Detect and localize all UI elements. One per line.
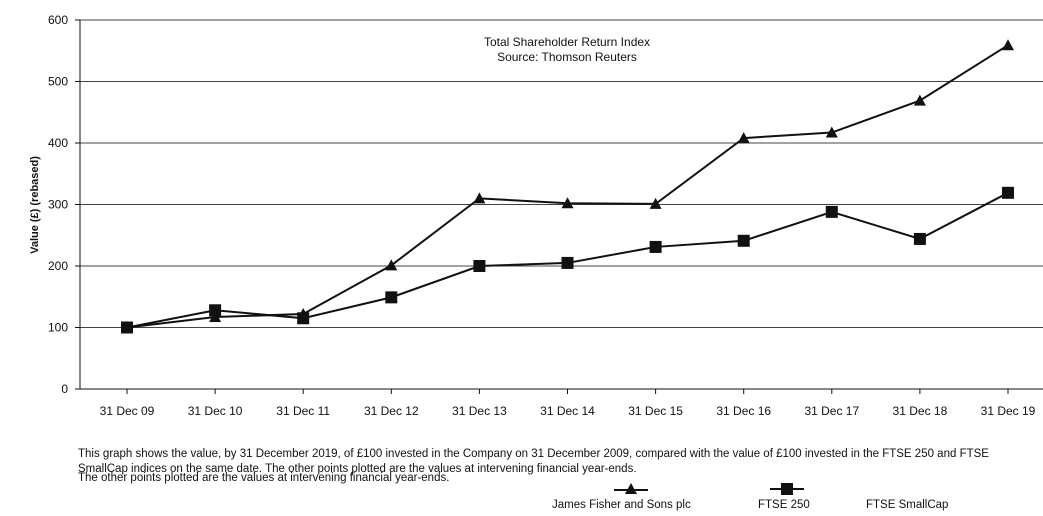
legend-label-ftse250: FTSE 250 bbox=[758, 499, 810, 511]
triangle-marker-icon bbox=[614, 483, 648, 494]
x-tick-label: 31 Dec 12 bbox=[364, 404, 419, 418]
data-point-square bbox=[561, 256, 574, 269]
series-group bbox=[121, 39, 1014, 334]
x-tick-label: 31 Dec 14 bbox=[540, 404, 595, 418]
data-point-square bbox=[473, 260, 486, 272]
data-point-triangle bbox=[385, 259, 398, 271]
legend-label-james-fisher: James Fisher and Sons plc bbox=[552, 499, 691, 511]
axes bbox=[75, 19, 1043, 394]
x-tick-label: 31 Dec 16 bbox=[716, 404, 771, 418]
data-point-square bbox=[209, 304, 222, 317]
square-marker-icon bbox=[770, 483, 804, 495]
data-point-square bbox=[121, 321, 133, 334]
data-point-square bbox=[1002, 186, 1014, 199]
data-point-triangle bbox=[737, 132, 750, 144]
x-tick-labels: 31 Dec 09 31 Dec 10 31 Dec 11 31 Dec 12 31 D… bbox=[100, 404, 1036, 418]
data-point-square bbox=[825, 205, 838, 218]
y-tick-label: 0 bbox=[61, 382, 68, 396]
data-point-square bbox=[297, 312, 310, 325]
data-point-triangle bbox=[913, 94, 926, 106]
data-point-square bbox=[913, 232, 926, 245]
data-point-triangle bbox=[473, 192, 486, 204]
x-tick-label: 31 Dec 09 bbox=[100, 404, 155, 418]
x-tick-label: 31 Dec 13 bbox=[452, 404, 507, 418]
series-line bbox=[126, 44, 1009, 329]
chart-description: This graph shows the value, by 31 Decemb… bbox=[78, 448, 989, 475]
data-point-square bbox=[737, 234, 750, 247]
data-point-triangle bbox=[209, 311, 222, 323]
x-tick-label: 31 Dec 17 bbox=[804, 404, 859, 418]
y-tick-label: 600 bbox=[48, 13, 68, 27]
x-tick-label: 31 Dec 10 bbox=[188, 404, 243, 418]
x-tick-label: 31 Dec 11 bbox=[276, 404, 330, 418]
x-tick-label: 31 Dec 15 bbox=[628, 404, 683, 418]
x-tick-label: 31 Dec 18 bbox=[893, 404, 948, 418]
chart-title: Total Shareholder Return Index bbox=[484, 35, 650, 49]
gridlines bbox=[80, 19, 1043, 328]
y-tick-label: 500 bbox=[48, 75, 68, 89]
series-james-fisher bbox=[121, 39, 1014, 333]
series-ftse250 bbox=[121, 186, 1014, 334]
data-point-square bbox=[649, 240, 662, 253]
data-point-triangle bbox=[649, 197, 662, 209]
chart-note: The other points plotted are the values … bbox=[78, 472, 450, 484]
y-tick-label: 200 bbox=[48, 259, 68, 273]
y-tick-labels: 0 100 200 300 400 500 600 bbox=[48, 13, 68, 396]
data-point-triangle bbox=[1002, 39, 1014, 51]
y-tick-label: 100 bbox=[48, 321, 68, 335]
y-tick-label: 400 bbox=[48, 136, 68, 150]
data-point-triangle bbox=[561, 197, 574, 209]
x-tick-label: 31 Dec 19 bbox=[981, 404, 1036, 418]
data-point-square bbox=[385, 291, 398, 304]
legend-label-smallcap: FTSE SmallCap bbox=[866, 499, 949, 511]
data-point-triangle bbox=[825, 126, 838, 138]
y-axis-label: Value (£) (rebased) bbox=[29, 156, 41, 254]
chart-subtitle: Source: Thomson Reuters bbox=[497, 50, 637, 64]
y-tick-label: 300 bbox=[48, 198, 68, 212]
